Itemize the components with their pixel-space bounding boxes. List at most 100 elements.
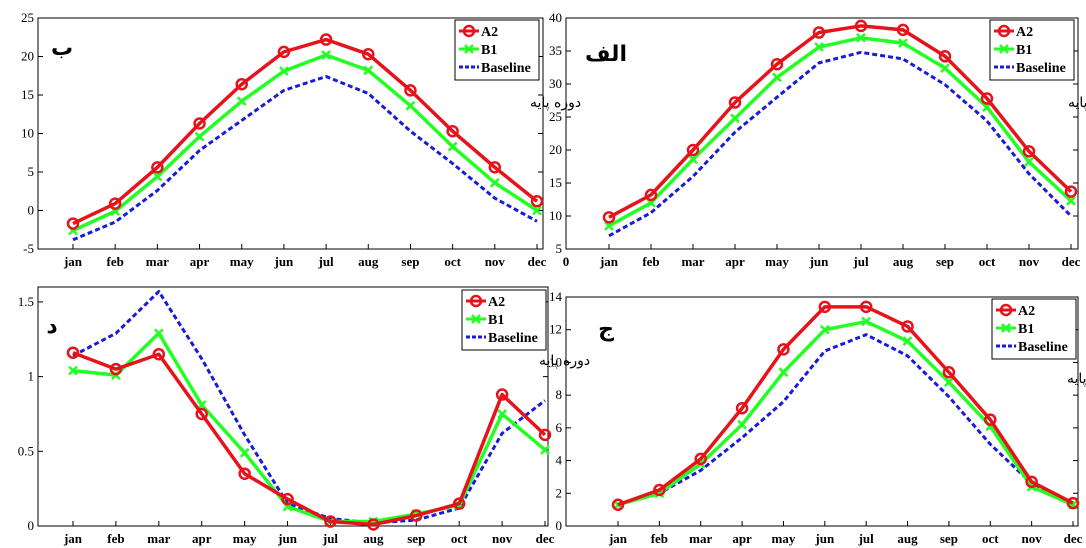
data-point-a2 [1025,475,1038,489]
x-tick-label-jun: jun [274,254,295,269]
legend-label-b1: B1 [481,43,497,58]
data-point-b1 [153,328,164,339]
x-tick-label-feb: feb [651,531,668,546]
legend-marker-b1 [471,314,481,324]
x-axis-origin-label: 0 [563,254,570,269]
data-point-a2 [770,57,784,71]
data-point-b1 [861,316,872,327]
legend-label-baseline: Baseline [1016,61,1066,76]
x-tick-label-nov: nov [485,254,506,269]
data-point-a2 [777,343,790,356]
legend-label-a2: A2 [488,295,505,310]
data-point-b1 [778,367,789,378]
x-tick-label-mar: mar [146,254,169,269]
y-tick-label: 5 [28,164,35,179]
x-tick-label-oct: oct [979,254,996,269]
data-point-a2 [235,77,248,91]
data-point-b1 [532,205,542,216]
data-point-a2 [410,509,423,522]
data-point-a2 [238,467,251,480]
chart-panel-4: 0 2 4 6 8 10 12 14 jan feb mar apr may jun jul aug sep oc… [549,289,1086,546]
x-tick-label-may: may [765,254,789,269]
legend-marker-b1 [999,44,1009,54]
data-point-a2 [281,492,294,506]
data-point-b1 [819,324,830,335]
data-point-b1 [540,444,550,455]
period-label: دوره پایه [1068,95,1086,111]
x-tick-label-apr: apr [190,254,210,269]
data-point-a2 [980,92,994,105]
data-point-a2 [108,197,122,210]
x-tick-label-sep: sep [936,254,954,269]
data-point-b1 [814,42,824,52]
data-point-a2 [362,47,375,61]
data-point-b1 [447,141,458,152]
panel-label: الف [585,42,627,67]
data-point-a2 [446,124,459,138]
x-tick-label-may: may [772,531,796,546]
x-tick-label-oct: oct [451,531,468,546]
data-point-b1 [730,113,740,124]
x-tick-label-dec: dec [528,254,547,269]
series-line-b1 [617,319,1074,507]
legend: A2 B1 Baseline [991,298,1077,360]
data-point-b1 [239,447,250,458]
y-tick-label: 12 [549,322,562,337]
legend-marker-a2 [997,24,1011,38]
x-tick-label-jan: jan [608,531,628,546]
x-tick-label-aug: aug [363,531,384,546]
data-point-a2 [152,347,166,361]
x-tick-label-sep: sep [940,531,958,546]
data-point-b1 [688,154,698,165]
series-line-a2 [72,351,547,527]
period-label: دوره پایه [530,95,581,111]
x-tick-label-mar: mar [681,254,704,269]
chart-panel-3: 0 0.5 1 1.5 jan feb mar apr may jun jul aug sep oct no… [18,286,590,546]
y-tick-label: 4 [556,453,563,468]
legend-marker-b1 [1001,323,1011,333]
x-tick-label-jul: jul [318,254,335,269]
x-tick-label-oct: oct [444,254,461,269]
data-point-a2 [1066,496,1080,510]
data-point-a2 [277,45,291,59]
x-tick-label-jan: jan [599,254,619,269]
series-line-b1 [72,53,538,233]
data-point-b1 [902,336,913,347]
x-tick-label-oct: oct [982,531,999,546]
legend-label-b1: B1 [1018,322,1034,337]
x-tick-label-dec: dec [1064,531,1083,546]
data-point-b1 [194,131,205,142]
y-tick-label: 0 [28,518,35,533]
y-tick-label: 8 [556,387,563,402]
x-tick-label-mar: mar [689,531,712,546]
series-line-b1 [608,36,1073,228]
x-tick-label-sep: sep [407,531,425,546]
x-tick-label-dec: dec [1062,254,1081,269]
y-tick-label: 15 [549,175,562,190]
data-point-a2 [686,143,700,157]
data-point-a2 [694,452,707,466]
data-point-a2 [984,413,997,426]
data-point-a2 [812,26,826,39]
data-point-a2 [495,388,509,401]
legend-marker-a2 [999,303,1013,317]
x-tick-label-jun: jun [277,531,298,546]
x-tick-label-nov: nov [492,531,513,546]
y-tick-label: -5 [23,241,34,256]
data-point-a2 [859,300,873,314]
x-tick-label-may: may [233,531,257,546]
data-point-a2 [901,320,914,333]
legend: A2 B1 Baseline [989,19,1075,81]
x-tick-label-jul: jul [852,254,869,269]
data-point-b1 [279,66,289,77]
data-point-a2 [66,346,80,359]
data-point-a2 [193,117,206,130]
data-point-a2 [530,195,544,208]
plot-frame [37,286,549,527]
x-tick-label-aug: aug [893,254,914,269]
plot-frame [565,17,1079,250]
data-point-b1 [321,50,331,60]
data-point-b1 [68,365,78,376]
x-tick-label-apr: apr [732,531,752,546]
